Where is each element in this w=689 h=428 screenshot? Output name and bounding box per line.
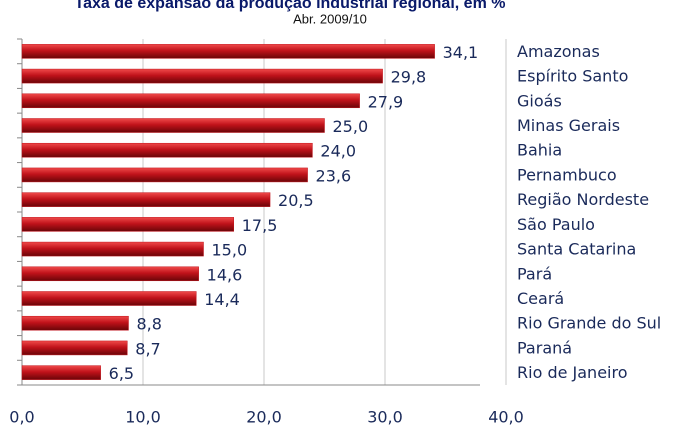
bar: [21, 365, 101, 380]
category-label: Amazonas: [517, 42, 600, 61]
value-label: 25,0: [333, 117, 369, 136]
bar: [21, 266, 199, 282]
chart-subtitle: Abr. 2009/10: [293, 11, 367, 26]
bar: [21, 167, 308, 183]
category-label: Paraná: [517, 338, 572, 357]
value-label: 20,5: [278, 191, 314, 210]
value-label: 14,6: [207, 265, 243, 284]
bar: [21, 142, 313, 158]
value-label: 34,1: [443, 43, 479, 62]
category-label: Minas Gerais: [517, 116, 620, 135]
bar: [21, 217, 234, 232]
category-label: São Paulo: [517, 215, 595, 234]
category-label: Região Nordeste: [517, 190, 649, 209]
bar: [21, 44, 435, 59]
value-label: 23,6: [316, 166, 352, 185]
value-label: 8,8: [136, 315, 161, 334]
category-label: Rio de Janeiro: [517, 363, 628, 382]
x-tick-label: 20,0: [246, 408, 282, 427]
category-label: Pará: [517, 264, 552, 283]
category-label: Pernambuco: [517, 165, 617, 184]
bar: [21, 315, 129, 331]
chart-title: Taxa de expansão da produção industrial …: [75, 0, 506, 12]
bar: [21, 118, 325, 133]
category-label: Gioás: [517, 91, 562, 110]
category-label: Rio Grande do Sul: [517, 314, 661, 333]
category-label: Bahia: [517, 141, 562, 160]
x-tick-label: 10,0: [125, 408, 161, 427]
bar: [21, 340, 128, 356]
x-tick-label: 40,0: [488, 408, 524, 427]
bar: [21, 291, 197, 306]
value-label: 29,8: [391, 68, 427, 87]
x-tick-label: 30,0: [367, 408, 403, 427]
bar: [21, 93, 360, 109]
bar: [21, 192, 271, 207]
value-label: 24,0: [320, 142, 356, 161]
value-label: 17,5: [242, 216, 278, 235]
value-label: 8,7: [135, 339, 160, 358]
category-label: Santa Catarina: [517, 240, 636, 259]
bar: [21, 68, 383, 84]
category-label: Espírito Santo: [517, 67, 628, 86]
value-label: 15,0: [212, 241, 248, 260]
value-label: 14,4: [204, 290, 240, 309]
bar: [21, 241, 204, 257]
value-label: 27,9: [368, 92, 404, 111]
x-tick-label: 0,0: [9, 408, 34, 427]
category-label: Ceará: [517, 289, 564, 308]
value-label: 6,5: [109, 364, 134, 383]
